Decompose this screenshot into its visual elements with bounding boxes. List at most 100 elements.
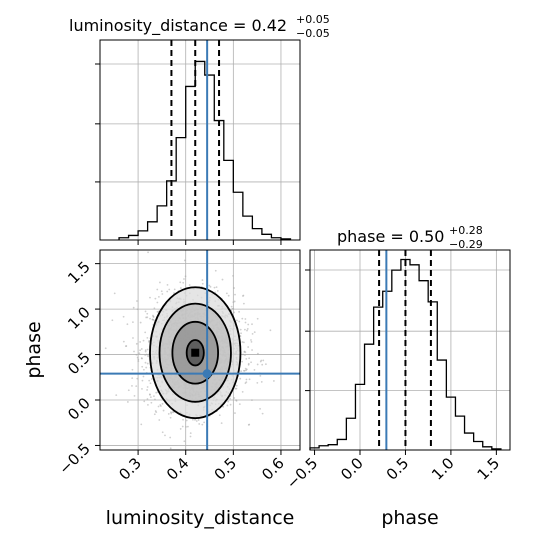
scatter-point <box>146 386 149 388</box>
scatter-point <box>124 345 127 348</box>
scatter-point <box>181 425 184 428</box>
scatter-point <box>183 259 186 262</box>
scatter-point <box>137 358 140 361</box>
scatter-point <box>251 323 253 326</box>
scatter-point <box>216 290 219 292</box>
scatter-point <box>189 432 192 435</box>
scatter-point <box>152 395 155 398</box>
scatter-point <box>142 368 145 371</box>
scatter-point <box>149 382 152 385</box>
scatter-point <box>251 349 253 351</box>
scatter-point <box>220 422 223 425</box>
scatter-point <box>183 278 185 280</box>
tick-label-phase: 1.5 <box>64 258 94 288</box>
scatter-point <box>148 379 151 382</box>
scatter-point <box>233 300 236 303</box>
scatter-point <box>131 368 134 371</box>
scatter-point <box>195 420 198 422</box>
panel-frame <box>99 39 301 241</box>
scatter-point <box>197 419 200 421</box>
scatter-point <box>156 288 159 291</box>
scatter-point <box>245 378 248 381</box>
scatter-point <box>170 412 173 415</box>
scatter-point <box>247 363 250 366</box>
scatter-point <box>168 288 171 291</box>
scatter-point <box>133 394 136 397</box>
scatter-point <box>229 397 232 400</box>
scatter-point <box>131 385 133 387</box>
scatter-point <box>229 403 232 406</box>
scatter-point <box>159 404 162 406</box>
scatter-point <box>115 394 118 396</box>
scatter-point <box>156 310 159 313</box>
scatter-point <box>153 307 156 310</box>
scatter-point <box>186 425 189 428</box>
scatter-point <box>150 401 153 404</box>
scatter-point <box>161 431 164 434</box>
scatter-point <box>154 398 156 401</box>
scatter-point <box>141 387 143 390</box>
scatter-point <box>136 356 139 359</box>
scatter-point <box>156 301 159 304</box>
scatter-point <box>135 353 138 356</box>
scatter-point <box>244 318 247 320</box>
scatter-point <box>234 412 236 414</box>
scatter-point <box>146 398 149 400</box>
scatter-point <box>136 308 139 311</box>
scatter-point <box>269 329 272 332</box>
scatter-point <box>131 377 134 380</box>
scatter-point <box>213 286 216 289</box>
scatter-point <box>272 380 275 382</box>
scatter-point <box>182 418 184 421</box>
scatter-point <box>169 436 172 439</box>
scatter-point <box>171 411 174 414</box>
scatter-point <box>164 434 166 437</box>
scatter-point <box>241 360 243 363</box>
scatter-point <box>135 342 138 345</box>
scatter-point <box>247 346 250 348</box>
scatter-point <box>144 361 147 364</box>
scatter-point <box>147 355 149 358</box>
scatter-point <box>198 423 201 425</box>
scatter-point <box>111 319 114 322</box>
scatter-point <box>132 337 134 339</box>
panel-2d-inner <box>100 250 300 450</box>
scatter-point <box>173 288 176 291</box>
scatter-point <box>248 357 251 360</box>
panel-histogram-luminosity-distance <box>95 39 301 245</box>
scatter-point <box>251 332 254 335</box>
scatter-point <box>248 423 251 426</box>
scatter-point <box>239 377 242 380</box>
scatter-point <box>160 290 163 293</box>
title-luminosity-distance: luminosity_distance = 0.42 +0.05 −0.05 <box>69 13 330 40</box>
scatter-point <box>245 357 248 360</box>
scatter-point <box>188 284 191 286</box>
scatter-point <box>148 340 150 342</box>
contour-level-4 <box>149 286 242 420</box>
scatter-point <box>179 428 182 430</box>
scatter-point <box>137 360 140 362</box>
title-phase-minus: −0.29 <box>449 238 483 251</box>
contour-level-1 <box>185 339 205 367</box>
scatter-point <box>233 397 236 399</box>
scatter-point <box>203 421 206 424</box>
scatter-point <box>259 374 262 377</box>
scatter-point <box>246 328 249 330</box>
scatter-point <box>201 423 204 426</box>
scatter-point <box>232 301 235 304</box>
scatter-point <box>235 399 237 402</box>
scatter-point <box>242 295 244 297</box>
scatter-point <box>256 352 259 355</box>
scatter-point <box>242 302 245 305</box>
scatter-point <box>142 375 145 378</box>
scatter-point <box>261 363 264 366</box>
scatter-point <box>194 419 196 421</box>
scatter-point <box>157 296 160 298</box>
scatter-point <box>246 329 248 332</box>
scatter-point <box>145 353 148 356</box>
scatter-point <box>144 349 147 352</box>
scatter-point <box>144 354 147 356</box>
scatter-point <box>185 419 188 422</box>
scatter-point <box>239 328 242 331</box>
scatter-point <box>256 317 259 320</box>
